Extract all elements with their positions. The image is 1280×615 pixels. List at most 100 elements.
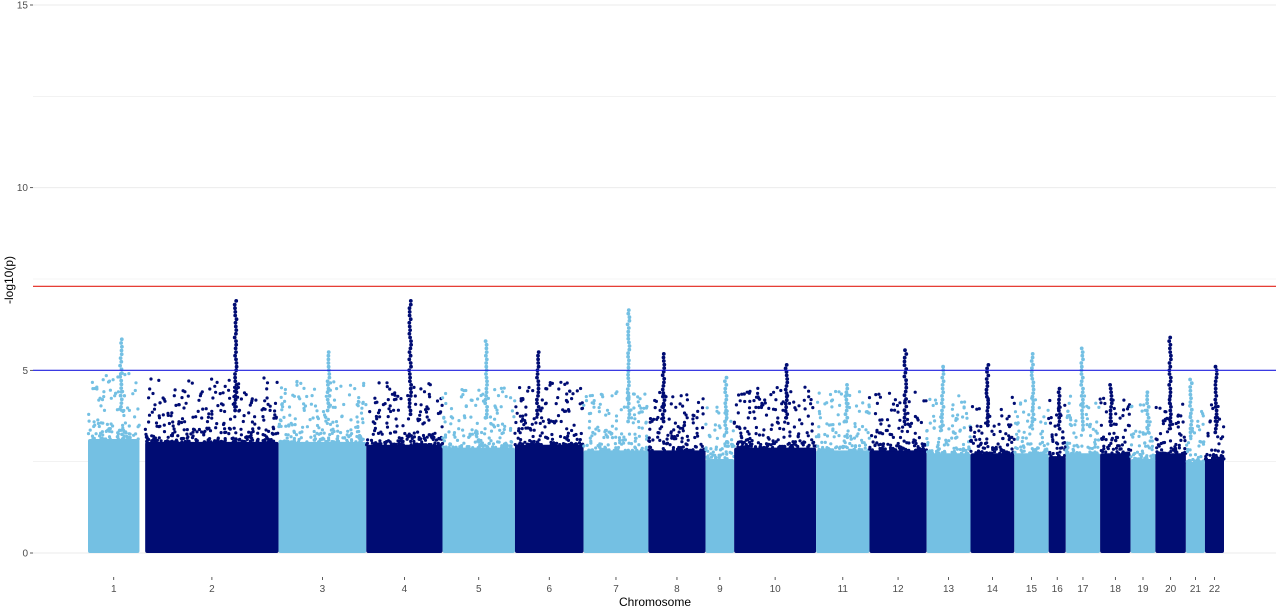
snp-point [990, 429, 994, 433]
peak-snp-point [1079, 346, 1084, 351]
snp-point [214, 439, 219, 443]
peak-snp-point [232, 302, 237, 307]
snp-point [841, 446, 845, 450]
peak-snp-point [785, 412, 790, 417]
snp-point [570, 428, 574, 433]
peak-snp-point [1167, 372, 1172, 376]
snp-point [1094, 401, 1098, 405]
snp-point [956, 413, 960, 417]
snp-point [1121, 450, 1125, 454]
snp-point [578, 438, 582, 442]
snp-point [1182, 435, 1186, 439]
snp-point [837, 446, 842, 450]
snp-point [1039, 432, 1043, 436]
snp-point [483, 427, 487, 431]
snp-point [361, 437, 365, 441]
snp-point [1121, 414, 1125, 418]
peak-snp-point [1109, 423, 1113, 427]
snp-point [360, 417, 365, 421]
snp-point [769, 427, 773, 431]
snp-point [853, 422, 857, 426]
peak-snp-point [1030, 394, 1035, 399]
snp-point [533, 442, 538, 446]
snp-point [806, 414, 810, 418]
snp-point [1051, 438, 1055, 442]
snp-point [147, 396, 151, 400]
snp-point [962, 426, 966, 430]
peak-snp-point [407, 313, 412, 318]
snp-point [118, 428, 122, 432]
snp-point [1041, 451, 1045, 455]
snp-point [793, 440, 798, 444]
snp-point [290, 423, 294, 427]
snp-point [108, 388, 112, 392]
snp-point [431, 432, 435, 436]
snp-point [1002, 449, 1006, 453]
snp-point [499, 446, 504, 450]
snp-point [460, 388, 464, 392]
peak-snp-point [233, 397, 238, 402]
snp-point [443, 445, 448, 450]
peak-snp-point [233, 346, 238, 351]
snp-point [527, 385, 531, 390]
snp-point [564, 398, 569, 403]
snp-point [1138, 403, 1142, 407]
snp-point [622, 405, 627, 409]
snp-point [1217, 417, 1222, 421]
snp-point [834, 446, 838, 450]
peak-snp-point [119, 352, 124, 357]
snp-point [96, 418, 100, 422]
snp-point [300, 430, 304, 434]
snp-point [412, 439, 416, 443]
snp-point [173, 430, 177, 434]
snp-point [742, 392, 746, 396]
snp-point [951, 414, 955, 418]
snp-point [946, 443, 950, 447]
snp-point [1015, 437, 1020, 441]
peak-snp-point [1188, 400, 1193, 404]
snp-point [879, 422, 883, 426]
peak-snp-point [1029, 423, 1034, 427]
snp-point [419, 403, 423, 407]
snp-point [356, 420, 360, 424]
snp-point [748, 410, 752, 415]
snp-point [554, 402, 558, 406]
snp-point [538, 421, 542, 425]
snp-point [906, 422, 910, 426]
snp-point [193, 428, 197, 432]
peak-snp-point [408, 408, 413, 413]
y-tick-label: 10 [17, 183, 29, 194]
peak-snp-point [1030, 352, 1035, 356]
snp-point [866, 431, 870, 435]
y-tick-label: 5 [22, 366, 28, 377]
snp-point [531, 434, 535, 439]
snp-point [136, 407, 140, 411]
snp-point [489, 429, 494, 433]
snp-point [722, 433, 727, 437]
peak-snp-point [1057, 386, 1062, 391]
snp-point [242, 391, 247, 395]
snp-point [893, 408, 897, 412]
snp-point [752, 399, 756, 403]
snp-point [99, 404, 103, 408]
peak-snp-point [1213, 386, 1218, 391]
snp-point [1112, 431, 1116, 435]
snp-point [898, 401, 902, 405]
snp-point [499, 386, 503, 390]
snp-point [253, 415, 257, 419]
peak-snp-point [233, 379, 238, 384]
snp-point [376, 411, 381, 415]
snp-point [877, 392, 881, 396]
chromosome-13-dense-band [926, 453, 971, 553]
peak-snp-point [234, 386, 239, 391]
snp-point [1050, 433, 1054, 437]
snp-point [740, 436, 744, 440]
peak-snp-point [535, 408, 539, 413]
snp-point [517, 427, 521, 431]
snp-point [901, 425, 905, 429]
peak-snp-point [1145, 426, 1150, 431]
snp-point [964, 411, 969, 416]
snp-point [960, 400, 964, 404]
snp-point [168, 440, 172, 444]
peak-snp-point [661, 394, 665, 399]
